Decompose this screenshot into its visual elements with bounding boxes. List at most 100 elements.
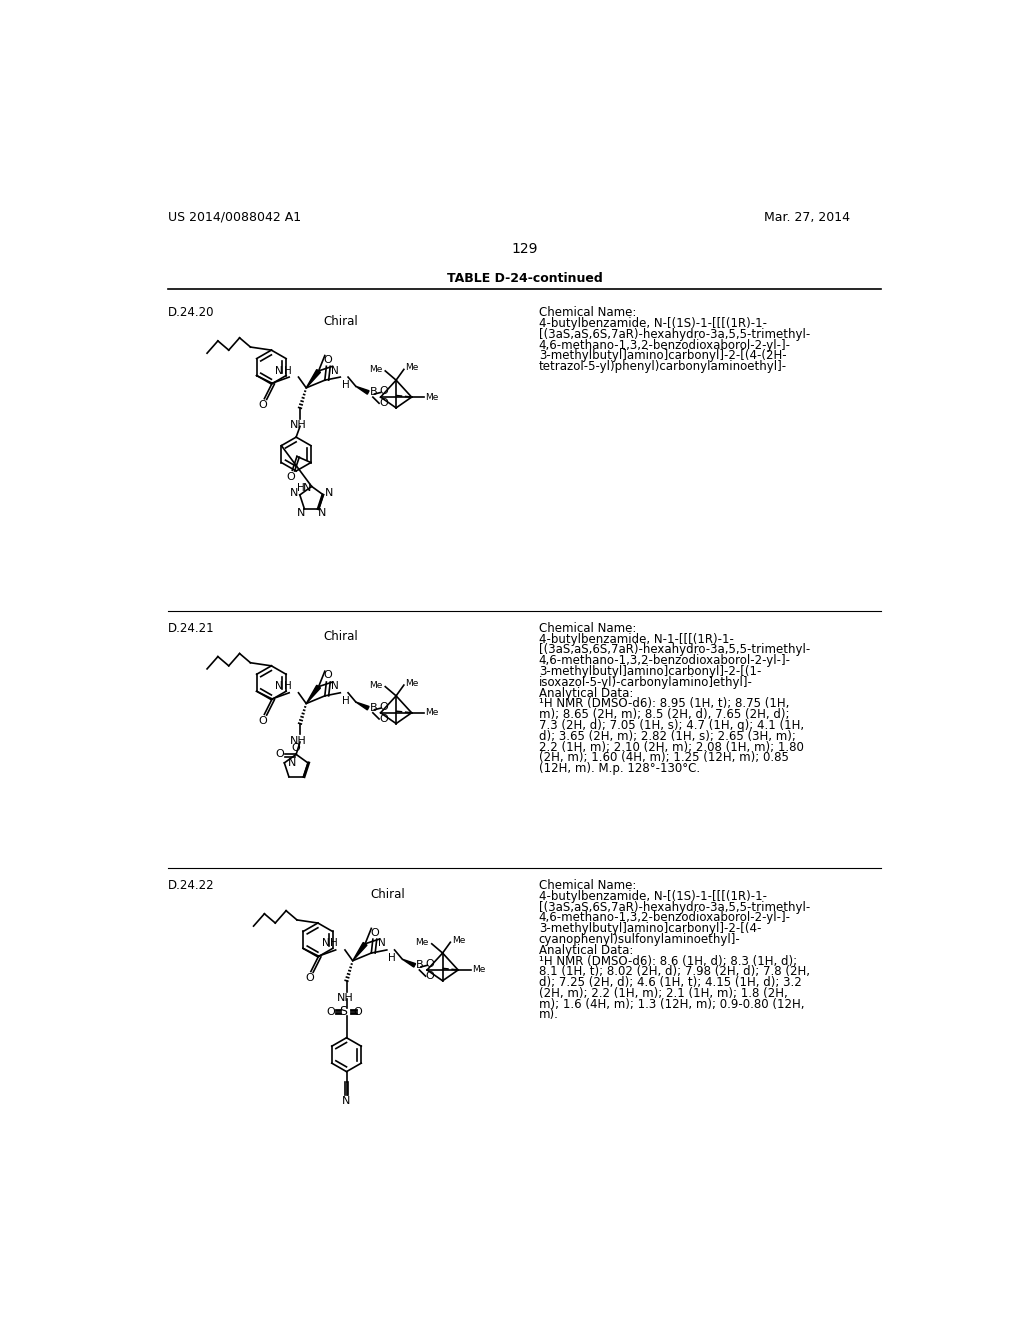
Text: Me: Me <box>452 936 465 945</box>
Text: H: H <box>342 696 349 706</box>
Text: Me: Me <box>369 364 382 374</box>
Text: Me: Me <box>426 709 439 717</box>
Text: US 2014/0088042 A1: US 2014/0088042 A1 <box>168 211 301 224</box>
Text: NH: NH <box>290 737 307 746</box>
Text: 2.2 (1H, m); 2.10 (2H, m); 2.08 (1H, m); 1.80: 2.2 (1H, m); 2.10 (2H, m); 2.08 (1H, m);… <box>539 741 804 754</box>
Text: 4-butylbenzamide, N-1-[[[(1R)-1-: 4-butylbenzamide, N-1-[[[(1R)-1- <box>539 632 733 645</box>
Text: B: B <box>370 388 378 397</box>
Text: N: N <box>291 488 299 498</box>
Text: O: O <box>370 928 379 937</box>
Text: 4,6-methano-1,3,2-benzodioxaborol-2-yl-]-: 4,6-methano-1,3,2-benzodioxaborol-2-yl-]… <box>539 911 791 924</box>
Text: 3-methylbutyl]amino]carbonyl]-2-[(1-: 3-methylbutyl]amino]carbonyl]-2-[(1- <box>539 665 761 678</box>
Text: O: O <box>275 750 284 759</box>
Text: Me: Me <box>426 392 439 401</box>
Text: [(3aS,aS,6S,7aR)-hexahydro-3a,5,5-trimethyl-: [(3aS,aS,6S,7aR)-hexahydro-3a,5,5-trimet… <box>539 644 810 656</box>
Text: O: O <box>258 715 267 726</box>
Text: O: O <box>379 702 388 711</box>
Text: H: H <box>284 366 292 376</box>
Text: O: O <box>353 1007 361 1016</box>
Text: Chiral: Chiral <box>324 314 358 327</box>
Text: H: H <box>388 953 396 964</box>
Text: (2H, m); 2.2 (1H, m); 2.1 (1H, m); 1.8 (2H,: (2H, m); 2.2 (1H, m); 2.1 (1H, m); 1.8 (… <box>539 987 787 1001</box>
Text: O: O <box>292 743 300 752</box>
Text: O: O <box>379 399 388 408</box>
Text: N: N <box>322 939 330 948</box>
Text: (12H, m). M.p. 128°-130°C.: (12H, m). M.p. 128°-130°C. <box>539 762 699 775</box>
Text: B: B <box>370 704 378 713</box>
Polygon shape <box>355 702 369 710</box>
Text: O: O <box>287 471 295 482</box>
Text: H: H <box>284 681 292 692</box>
Text: 3-methylbutyl]amino]carbonyl]-2-[(4-: 3-methylbutyl]amino]carbonyl]-2-[(4- <box>539 923 761 936</box>
Text: Chemical Name:: Chemical Name: <box>539 879 636 892</box>
Text: 3-methylbutyl]amino]carbonyl]-2-[(4-(2H-: 3-methylbutyl]amino]carbonyl]-2-[(4-(2H- <box>539 350 786 363</box>
Text: N: N <box>288 758 296 768</box>
Text: Chemical Name:: Chemical Name: <box>539 622 636 635</box>
Polygon shape <box>352 942 367 961</box>
Text: [(3aS,aS,6S,7aR)-hexahydro-3a,5,5-trimethyl-: [(3aS,aS,6S,7aR)-hexahydro-3a,5,5-trimet… <box>539 327 810 341</box>
Text: m).: m). <box>539 1008 559 1022</box>
Text: Analytical Data:: Analytical Data: <box>539 944 633 957</box>
Text: O: O <box>305 973 313 983</box>
Text: N: N <box>297 508 305 519</box>
Text: O: O <box>426 958 434 969</box>
Text: S: S <box>339 1005 347 1018</box>
Text: D.24.21: D.24.21 <box>168 622 215 635</box>
Polygon shape <box>355 387 369 395</box>
Text: N: N <box>342 1096 350 1106</box>
Text: O: O <box>379 714 388 723</box>
Text: isoxazol-5-yl)-carbonylamino]ethyl]-: isoxazol-5-yl)-carbonylamino]ethyl]- <box>539 676 753 689</box>
Text: H: H <box>330 939 338 948</box>
Text: 7.3 (2H, d); 7.05 (1H, s); 4.7 (1H, q); 4.1 (1H,: 7.3 (2H, d); 7.05 (1H, s); 4.7 (1H, q); … <box>539 719 804 733</box>
Text: ¹H NMR (DMSO-d6): 8.6 (1H, d); 8.3 (1H, d);: ¹H NMR (DMSO-d6): 8.6 (1H, d); 8.3 (1H, … <box>539 954 797 968</box>
Text: (2H, m); 1.60 (4H, m); 1.25 (12H, m); 0.85: (2H, m); 1.60 (4H, m); 1.25 (12H, m); 0.… <box>539 751 788 764</box>
Text: Mar. 27, 2014: Mar. 27, 2014 <box>764 211 850 224</box>
Text: 4-butylbenzamide, N-[(1S)-1-[[[(1R)-1-: 4-butylbenzamide, N-[(1S)-1-[[[(1R)-1- <box>539 890 767 903</box>
Text: Me: Me <box>416 937 429 946</box>
Text: Me: Me <box>406 678 419 688</box>
Text: m); 1.6 (4H, m); 1.3 (12H, m); 0.9-0.80 (12H,: m); 1.6 (4H, m); 1.3 (12H, m); 0.9-0.80 … <box>539 998 804 1011</box>
Text: TABLE D-24-continued: TABLE D-24-continued <box>446 272 603 285</box>
Text: O: O <box>379 385 388 396</box>
Text: D.24.20: D.24.20 <box>168 306 215 319</box>
Text: 4,6-methano-1,3,2-benzodioxaborol-2-yl-]-: 4,6-methano-1,3,2-benzodioxaborol-2-yl-]… <box>539 339 791 351</box>
Text: Me: Me <box>406 363 419 372</box>
Text: H: H <box>297 483 305 492</box>
Text: N: N <box>331 681 339 692</box>
Text: NH: NH <box>337 993 353 1003</box>
Text: N: N <box>303 483 311 492</box>
Text: d); 7.25 (2H, d); 4.6 (1H, t); 4.15 (1H, d); 3.2: d); 7.25 (2H, d); 4.6 (1H, t); 4.15 (1H,… <box>539 977 802 989</box>
Text: O: O <box>258 400 267 411</box>
Text: cyanophenyl)sulfonylaminoethyl]-: cyanophenyl)sulfonylaminoethyl]- <box>539 933 740 946</box>
Text: ¹H NMR (DMSO-d6): 8.95 (1H, t); 8.75 (1H,: ¹H NMR (DMSO-d6): 8.95 (1H, t); 8.75 (1H… <box>539 697 790 710</box>
Text: Chiral: Chiral <box>324 631 358 643</box>
Text: tetrazol-5-yl)phenyl)carbonylaminoethyl]-: tetrazol-5-yl)phenyl)carbonylaminoethyl]… <box>539 360 786 374</box>
Text: N: N <box>331 366 339 376</box>
Text: 4-butylbenzamide, N-[(1S)-1-[[[(1R)-1-: 4-butylbenzamide, N-[(1S)-1-[[[(1R)-1- <box>539 317 767 330</box>
Polygon shape <box>306 685 321 704</box>
Text: D.24.22: D.24.22 <box>168 879 215 892</box>
Text: [(3aS,aS,6S,7aR)-hexahydro-3a,5,5-trimethyl-: [(3aS,aS,6S,7aR)-hexahydro-3a,5,5-trimet… <box>539 900 810 913</box>
Text: Analytical Data:: Analytical Data: <box>539 686 633 700</box>
Text: 8.1 (1H, t); 8.02 (2H, d); 7.98 (2H, d); 7.8 (2H,: 8.1 (1H, t); 8.02 (2H, d); 7.98 (2H, d);… <box>539 965 810 978</box>
Text: O: O <box>327 1007 336 1016</box>
Polygon shape <box>306 370 321 388</box>
Text: O: O <box>426 972 434 981</box>
Polygon shape <box>402 960 416 968</box>
Text: N: N <box>275 366 283 376</box>
Text: Me: Me <box>369 681 382 689</box>
Text: 129: 129 <box>512 242 538 256</box>
Text: m); 8.65 (2H, m); 8.5 (2H, d), 7.65 (2H, d);: m); 8.65 (2H, m); 8.5 (2H, d), 7.65 (2H,… <box>539 708 790 721</box>
Text: Me: Me <box>472 965 485 974</box>
Text: B: B <box>417 961 424 970</box>
Text: 4,6-methano-1,3,2-benzodioxaborol-2-yl-]-: 4,6-methano-1,3,2-benzodioxaborol-2-yl-]… <box>539 655 791 668</box>
Text: N: N <box>318 508 327 519</box>
Text: N: N <box>325 488 333 498</box>
Text: Chiral: Chiral <box>371 887 406 900</box>
Text: H: H <box>342 380 349 391</box>
Text: NH: NH <box>290 420 307 430</box>
Text: Chemical Name:: Chemical Name: <box>539 306 636 319</box>
Text: O: O <box>324 671 332 681</box>
Text: N: N <box>275 681 283 692</box>
Text: d); 3.65 (2H, m); 2.82 (1H, s); 2.65 (3H, m);: d); 3.65 (2H, m); 2.82 (1H, s); 2.65 (3H… <box>539 730 796 743</box>
